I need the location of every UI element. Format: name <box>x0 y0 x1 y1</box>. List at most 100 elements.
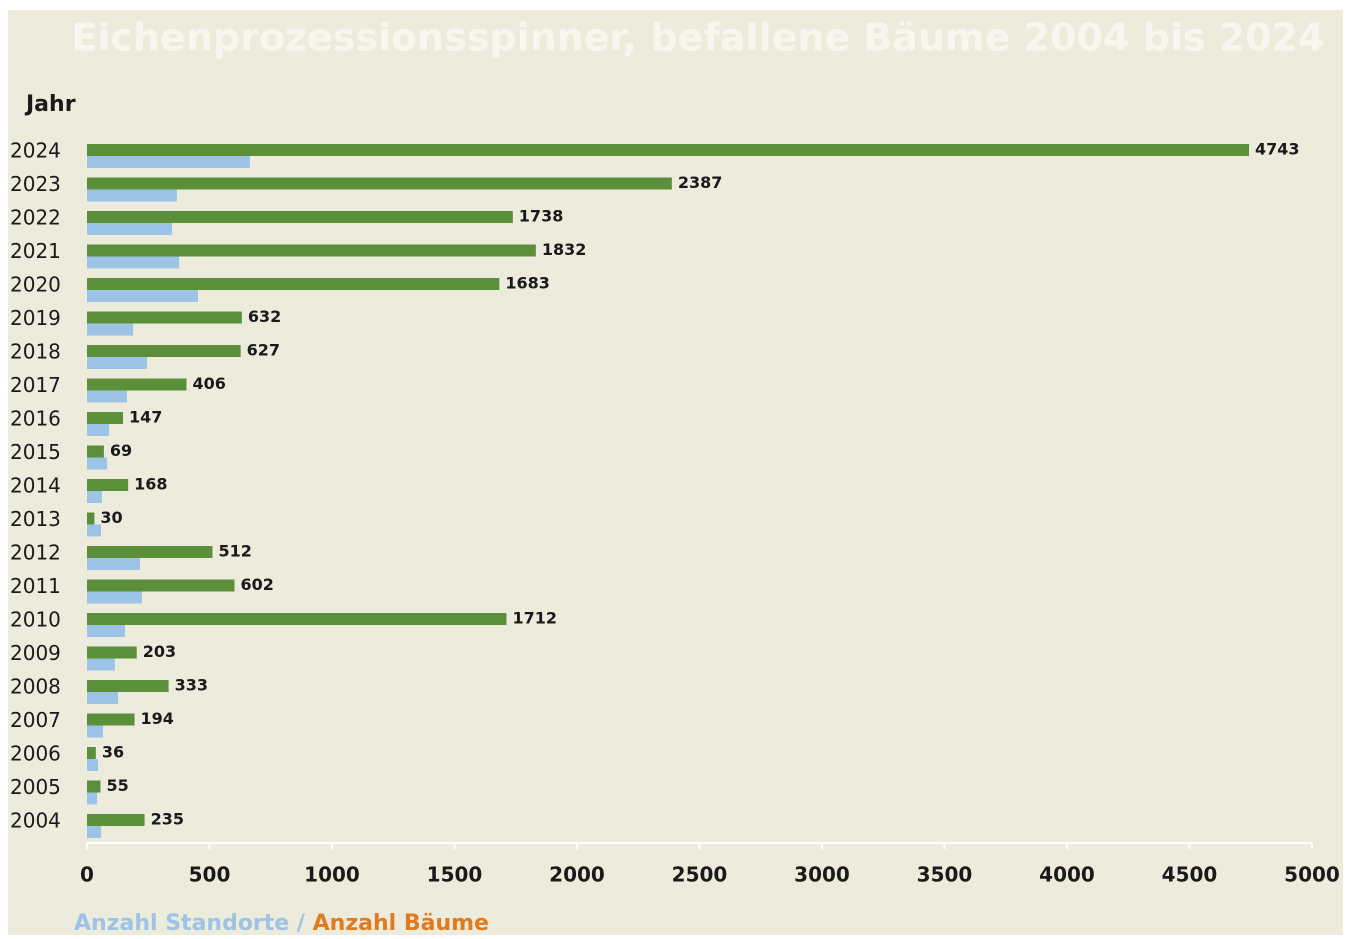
y-tick-label: 2011 <box>10 574 61 598</box>
data-label: 1683 <box>505 274 550 293</box>
bar <box>87 445 104 458</box>
bar <box>87 211 513 223</box>
y-tick-label: 2005 <box>10 775 61 799</box>
bar <box>87 323 134 336</box>
data-label: 627 <box>247 341 280 360</box>
x-tick-label: 5000 <box>1284 863 1340 887</box>
bar <box>87 713 135 726</box>
data-label: 30 <box>100 508 122 527</box>
data-label: 406 <box>192 374 225 393</box>
x-tick-label: 4500 <box>1162 863 1218 887</box>
data-label: 333 <box>175 676 208 695</box>
bar <box>87 189 177 202</box>
data-label: 194 <box>141 709 174 728</box>
x-tick-label: 500 <box>189 863 231 887</box>
data-label: 602 <box>240 575 273 594</box>
y-tick-label: 2009 <box>10 641 61 665</box>
data-label: 55 <box>106 776 128 795</box>
bar <box>87 546 213 558</box>
bar <box>87 390 127 403</box>
bar <box>87 613 507 625</box>
data-label: 147 <box>129 408 162 427</box>
data-label: 1832 <box>542 240 587 259</box>
x-tick-label: 4000 <box>1039 863 1095 887</box>
y-axis-label: Jahr <box>24 92 76 117</box>
x-tick-label: 2000 <box>549 863 605 887</box>
bar <box>87 223 173 235</box>
data-label: 2387 <box>678 173 723 192</box>
bar <box>87 479 129 491</box>
bar <box>87 558 140 570</box>
bar <box>87 290 198 302</box>
data-label: 235 <box>151 810 184 829</box>
y-tick-label: 2014 <box>10 474 61 498</box>
bar <box>87 457 108 470</box>
y-tick-label: 2015 <box>10 440 61 464</box>
bar <box>87 424 110 436</box>
legend-entry: Anzahl Bäume <box>313 911 489 936</box>
x-tick-label: 3000 <box>794 863 850 887</box>
bar <box>87 780 101 793</box>
y-tick-label: 2010 <box>10 608 61 632</box>
y-tick-label: 2004 <box>10 809 61 833</box>
y-tick-label: 2024 <box>10 139 61 163</box>
x-tick-label: 1500 <box>427 863 483 887</box>
bar <box>87 311 242 324</box>
bar <box>87 625 125 637</box>
bar <box>87 792 98 805</box>
legend-separator: / <box>297 911 306 936</box>
data-label: 512 <box>218 542 251 561</box>
y-tick-label: 2017 <box>10 373 61 397</box>
bar <box>87 278 500 290</box>
x-tick-label: 0 <box>80 863 94 887</box>
bar <box>87 345 241 357</box>
y-tick-label: 2006 <box>10 742 61 766</box>
data-label: 69 <box>110 441 132 460</box>
bar <box>87 378 187 391</box>
bar <box>87 759 99 771</box>
y-tick-label: 2016 <box>10 407 61 431</box>
y-tick-label: 2023 <box>10 172 61 196</box>
data-label: 203 <box>143 642 176 661</box>
bar <box>87 524 101 537</box>
x-tick-label: 3500 <box>917 863 973 887</box>
bar <box>87 144 1250 156</box>
y-tick-label: 2008 <box>10 675 61 699</box>
chart-title: Eichenprozessionsspinner, befallene Bäum… <box>71 16 1324 60</box>
bar <box>87 692 119 704</box>
y-tick-label: 2018 <box>10 340 61 364</box>
y-tick-label: 2020 <box>10 273 61 297</box>
y-tick-label: 2012 <box>10 541 61 565</box>
data-label: 632 <box>248 307 281 326</box>
y-tick-label: 2013 <box>10 507 61 531</box>
bar <box>87 646 137 659</box>
data-label: 36 <box>102 743 124 762</box>
y-tick-label: 2019 <box>10 306 61 330</box>
legend: Anzahl Standorte / Anzahl Bäume <box>74 911 489 936</box>
legend-entry: Anzahl Standorte <box>74 911 289 936</box>
bar <box>87 680 169 692</box>
bar <box>87 177 672 190</box>
bar <box>87 491 102 503</box>
y-tick-label: 2021 <box>10 239 61 263</box>
x-tick-label: 1000 <box>304 863 360 887</box>
bar <box>87 747 96 759</box>
bar <box>87 256 180 269</box>
bar <box>87 579 235 592</box>
data-label: 168 <box>134 475 167 494</box>
bar <box>87 826 101 838</box>
x-tick-label: 2500 <box>672 863 728 887</box>
bar <box>87 357 148 369</box>
data-label: 1738 <box>519 207 564 226</box>
data-label: 1712 <box>512 609 557 628</box>
bar <box>87 658 115 671</box>
bar <box>87 156 250 168</box>
bar <box>87 591 142 604</box>
y-tick-label: 2022 <box>10 206 61 230</box>
bar <box>87 512 95 525</box>
bar <box>87 412 124 424</box>
bar <box>87 244 536 257</box>
y-tick-label: 2007 <box>10 708 61 732</box>
